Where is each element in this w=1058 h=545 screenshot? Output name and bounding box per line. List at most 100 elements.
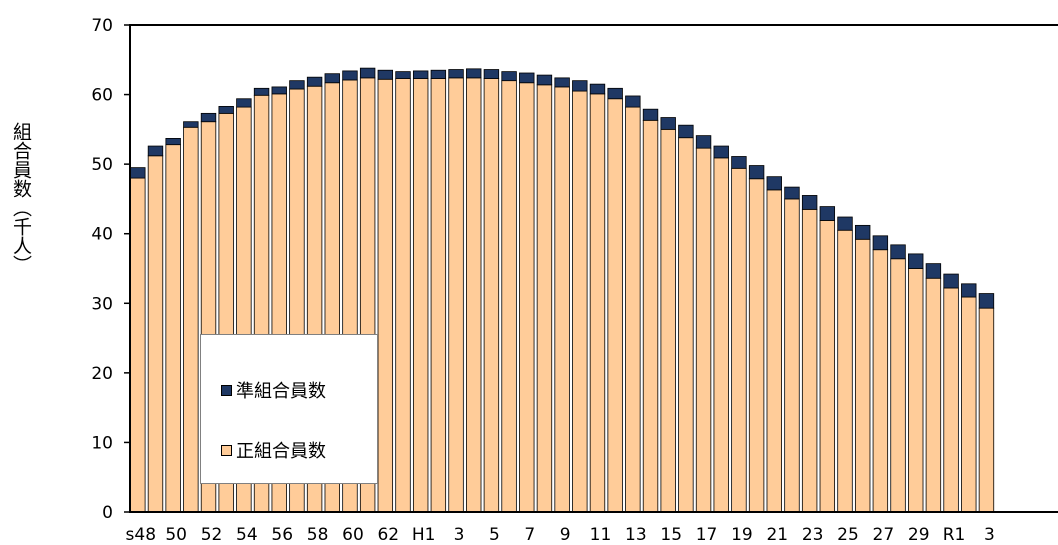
bar-semi-members	[837, 216, 853, 231]
bar-regular-members	[519, 82, 535, 513]
bar-semi-members	[271, 86, 287, 95]
x-tick-label: 13	[625, 525, 647, 545]
bar-regular-members	[642, 119, 659, 513]
bar-semi-members	[253, 87, 270, 96]
bar-regular-members	[925, 277, 942, 513]
legend: 準組合員数 正組合員数	[200, 334, 378, 484]
bar-regular-members	[589, 93, 606, 513]
bar-semi-members	[536, 74, 553, 86]
bar-semi-members	[165, 138, 181, 146]
bar-semi-members	[412, 70, 429, 79]
x-tick-label: 52	[201, 525, 223, 545]
bar-semi-members	[660, 117, 676, 130]
plot-frame	[129, 24, 1058, 513]
bar-semi-members	[819, 206, 836, 221]
bar-regular-members	[766, 189, 782, 513]
bar-semi-members	[289, 80, 305, 90]
bar-regular-members	[412, 78, 429, 513]
bar-semi-members	[748, 165, 765, 180]
bar-semi-members	[890, 244, 906, 260]
bar-semi-members	[784, 186, 800, 200]
x-tick-label: 23	[802, 525, 824, 545]
bar-semi-members	[713, 145, 729, 159]
x-tick-label: 15	[660, 525, 682, 545]
x-tick-label: R1	[943, 525, 966, 545]
bar-regular-members	[501, 80, 517, 513]
bar-semi-members	[978, 293, 995, 309]
bar-regular-members	[713, 157, 729, 513]
x-tick-label: 56	[271, 525, 293, 545]
x-tick-label: 62	[377, 525, 399, 545]
bar-regular-members	[678, 137, 694, 513]
y-tick-label: 0	[102, 503, 113, 523]
bar-regular-members	[890, 258, 906, 513]
bar-semi-members	[731, 156, 747, 169]
x-tick-labels: s48 50 52 54 56 58 60 62 H1 3 5 7 9 11 13 15 17 19 21 23 25 2…	[126, 525, 995, 545]
bar-semi-members	[324, 73, 340, 84]
bar-semi-members	[678, 124, 694, 139]
bar-semi-members	[448, 69, 464, 79]
bar-regular-members	[837, 229, 853, 513]
y-tick-label: 70	[91, 16, 113, 36]
legend-swatch-regular-members	[221, 444, 232, 456]
bar-semi-members	[642, 108, 659, 121]
bar-semi-members	[501, 71, 517, 82]
bar-semi-members	[943, 273, 959, 289]
bar-semi-members	[342, 70, 358, 81]
legend-item-semi-members: 準組合員数	[221, 377, 326, 403]
legend-label-regular-members: 正組合員数	[236, 441, 326, 462]
bar-regular-members	[607, 98, 623, 513]
bar-regular-members	[483, 78, 500, 513]
bar-semi-members	[695, 135, 712, 149]
x-tick-label: H1	[412, 525, 436, 545]
x-tick-label: 54	[236, 525, 258, 545]
bar-semi-members	[147, 145, 164, 157]
x-tick-label: 3	[454, 525, 465, 545]
bar-regular-members	[748, 178, 765, 513]
bar-regular-members	[819, 220, 836, 513]
bar-semi-members	[130, 167, 146, 179]
bar-semi-members	[377, 69, 394, 80]
y-tick-label: 30	[91, 294, 113, 314]
bar-regular-members	[731, 167, 747, 513]
bar-semi-members	[218, 105, 234, 114]
bar-semi-members	[854, 224, 871, 240]
x-tick-label: 60	[342, 525, 364, 545]
bar-semi-members	[466, 68, 482, 79]
x-tick-label: 27	[873, 525, 895, 545]
y-tick-label: 10	[91, 433, 113, 453]
bar-semi-members	[801, 195, 818, 210]
bar-semi-members	[625, 95, 641, 108]
legend-item-regular-members: 正組合員数	[221, 437, 326, 463]
bar-regular-members	[801, 208, 818, 513]
bar-regular-members	[554, 86, 570, 513]
bar-semi-members	[961, 283, 977, 298]
y-tick-label: 20	[91, 364, 113, 384]
bar-regular-members	[430, 78, 447, 513]
bar-regular-members	[448, 77, 464, 513]
bar-regular-members	[572, 90, 588, 513]
x-tick-label: 25	[837, 525, 859, 545]
bar-regular-members	[943, 287, 959, 513]
bar-semi-members	[519, 72, 535, 84]
bar-semi-members	[925, 263, 942, 279]
bar-semi-members	[766, 176, 782, 191]
bar-regular-members	[625, 106, 641, 513]
bar-regular-members	[695, 147, 712, 513]
bar-regular-members	[978, 307, 995, 513]
bar-semi-members	[554, 77, 570, 88]
x-tick-label: 5	[489, 525, 500, 545]
bar-semi-members	[183, 121, 199, 128]
y-axis-label: 組合員数（千人）	[10, 122, 32, 274]
x-tick-label: 19	[731, 525, 753, 545]
bar-semi-members	[483, 69, 500, 79]
bar-regular-members	[395, 78, 411, 513]
bar-regular-members	[165, 144, 181, 513]
bar-semi-members	[607, 87, 623, 100]
bar-regular-members	[872, 249, 889, 513]
x-tick-label: 7	[524, 525, 535, 545]
bar-semi-members	[430, 69, 447, 79]
x-tick-label: s48	[126, 525, 157, 545]
bar-regular-members	[908, 268, 924, 513]
x-tick-label: 21	[766, 525, 788, 545]
